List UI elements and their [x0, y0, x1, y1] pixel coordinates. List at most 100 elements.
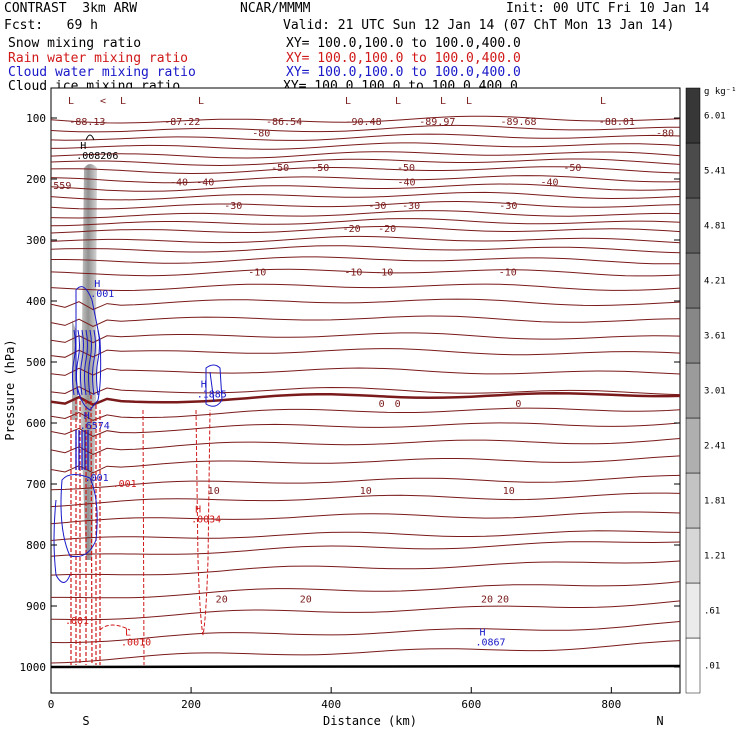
contour-label: 0 — [379, 399, 385, 410]
init-time: Init: 00 UTC Fri 10 Jan 14 — [506, 1, 710, 16]
x-tick-label: 0 — [48, 698, 55, 711]
contour-label: -50 — [397, 163, 415, 174]
cloud-ice-contour — [85, 134, 95, 141]
rain-contour — [195, 409, 211, 636]
field-xy-rain: XY= 100.0,100.0 to 100.0,400.0 — [286, 51, 521, 66]
colorbar-label: 2.41 — [704, 442, 726, 452]
isotherm — [51, 268, 680, 277]
isotherm — [51, 600, 680, 621]
y-tick-label: 900 — [26, 600, 46, 613]
x-tick-label: 400 — [321, 698, 341, 711]
contour-label: -10 — [499, 268, 517, 279]
isotherm — [51, 438, 680, 455]
colorbar-segment — [685, 142, 701, 199]
colorbar-label: 1.81 — [704, 497, 726, 507]
contour-label: 0 — [515, 399, 521, 410]
contour-label: -40 — [196, 177, 214, 188]
north-label: N — [656, 714, 663, 728]
isotherm — [51, 315, 680, 328]
contour-label: 10 — [503, 486, 515, 497]
colorbar-label: .01 — [704, 662, 720, 672]
extremum-value: .001 — [90, 289, 114, 300]
field-label-rain: Rain water mixing ratio — [8, 51, 189, 66]
extremum-value: .1885 — [197, 389, 227, 400]
y-axis-title: Pressure (hPa) — [3, 339, 17, 440]
x-tick-label: 600 — [461, 698, 481, 711]
isotherm — [51, 332, 680, 344]
isotherm — [51, 621, 680, 644]
cloud-water-contour — [96, 329, 100, 396]
snow-shading — [78, 164, 98, 560]
extremum-value: .001 — [85, 473, 109, 484]
contour-label: 10 — [360, 486, 372, 497]
cloud-water-contour — [76, 329, 80, 396]
isotherm — [51, 133, 680, 141]
isotherm — [51, 492, 680, 508]
extremum-marker: H — [479, 628, 485, 639]
isotherm — [51, 474, 680, 491]
y-tick-label: 1000 — [20, 661, 47, 674]
surface-line — [51, 664, 680, 669]
cloud-water-contour — [75, 286, 102, 411]
field-xy-cloud-water: XY= 100.0,100.0 to 100.0,400.0 — [286, 65, 521, 80]
contour-label: 20 — [481, 595, 493, 606]
rain-contour — [99, 624, 131, 631]
cloud-water-contour — [72, 329, 76, 396]
low-marker: L — [395, 96, 401, 107]
contour-label: -30 — [224, 201, 242, 212]
y-tick-label: 700 — [26, 478, 46, 491]
contour-label: 20 — [216, 595, 228, 606]
colorbar-label: 5.41 — [704, 167, 726, 177]
cloud-water-contour — [84, 329, 88, 396]
extremum-marker: H — [201, 379, 207, 390]
isotherm — [51, 455, 680, 474]
contour-label: 559 — [53, 181, 71, 192]
x-axis-title: Distance (km) — [323, 714, 417, 728]
cloud-water-contour — [80, 329, 84, 396]
y-tick-label: 200 — [26, 173, 46, 186]
contour-label: -88.13 — [69, 117, 105, 128]
low-marker: L — [466, 96, 472, 107]
extremum-marker: H — [84, 411, 90, 422]
isotherm — [51, 283, 680, 292]
isotherm — [51, 183, 680, 192]
isotherm — [51, 200, 680, 210]
isotherm — [51, 298, 680, 311]
y-tick-label: 400 — [26, 295, 46, 308]
low-marker: L — [345, 96, 351, 107]
cloud-water-contour — [92, 329, 96, 396]
south-label: S — [82, 714, 89, 728]
extremum-marker: H — [195, 504, 201, 515]
isotherm — [51, 151, 680, 159]
contour-label: 20 — [300, 595, 312, 606]
colorbar-label: 6.01 — [704, 112, 726, 122]
extremum-marker: H — [80, 141, 86, 152]
isotherm — [51, 422, 680, 437]
low-marker: L — [600, 96, 606, 107]
isotherm — [51, 541, 680, 557]
colorbar-segment — [685, 197, 701, 254]
colorbar-segment — [685, 582, 701, 639]
contour-label: -30 — [368, 201, 386, 212]
y-tick-label: 100 — [26, 112, 46, 125]
extremum-value: .0034 — [191, 514, 221, 525]
contour-label: 10 — [208, 486, 220, 497]
cloud-water-contour — [205, 364, 223, 407]
model-title: CONTRAST 3km ARW — [4, 1, 138, 16]
center-label: NCAR/MMMM — [240, 1, 311, 16]
cloud-water-contour — [53, 499, 71, 583]
isotherm — [51, 640, 680, 664]
colorbar-segment — [685, 417, 701, 474]
contour-label: -20 — [378, 224, 396, 235]
contour-label: -86.54 — [266, 117, 302, 128]
isotherm — [51, 115, 680, 124]
isotherm — [51, 386, 680, 396]
low-marker: < — [100, 96, 106, 107]
contour-label: 20 — [497, 595, 509, 606]
isotherm — [51, 348, 680, 358]
field-label-cloud-water: Cloud water mixing ratio — [8, 65, 196, 80]
cloud-water-contour — [88, 329, 92, 396]
contour-label: -30 — [402, 201, 420, 212]
colorbar-segment — [685, 307, 701, 364]
